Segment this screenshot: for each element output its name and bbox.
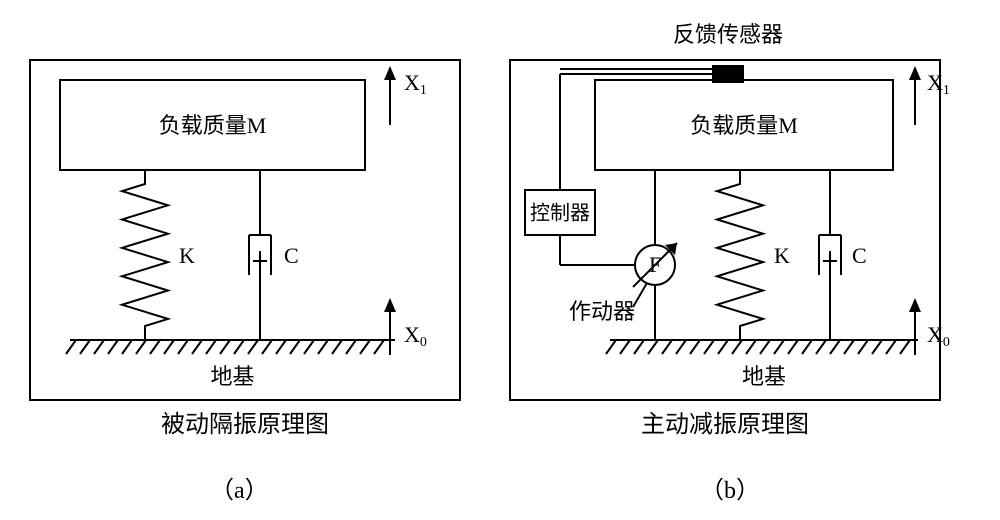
panel-a-caption: （a） <box>210 470 269 505</box>
svg-text:负载质量M: 负载质量M <box>690 113 798 138</box>
svg-text:被动隔振原理图: 被动隔振原理图 <box>161 411 329 438</box>
svg-text:X1: X1 <box>927 70 950 98</box>
svg-text:作动器: 作动器 <box>569 299 635 324</box>
load-mass-a: 负载质量M <box>159 113 267 138</box>
svg-text:X1: X1 <box>404 70 427 98</box>
svg-text:主动减振原理图: 主动减振原理图 <box>641 411 809 438</box>
panel-b-caption: （b） <box>700 470 760 505</box>
svg-text:地基: 地基 <box>742 364 786 389</box>
diagram-svg: 负载质量MKCX1X0地基被动隔振原理图反馈传感器负载质量M控制器F作动器KCX… <box>0 0 1000 520</box>
svg-text:控制器: 控制器 <box>530 202 590 225</box>
svg-text:K: K <box>774 243 790 268</box>
svg-text:反馈传感器: 反馈传感器 <box>673 22 783 47</box>
svg-text:X0: X0 <box>927 322 950 350</box>
svg-text:C: C <box>852 243 867 268</box>
svg-text:地基: 地基 <box>210 364 254 389</box>
svg-text:X0: X0 <box>404 322 427 350</box>
svg-text:C: C <box>284 243 299 268</box>
svg-text:K: K <box>179 243 195 268</box>
